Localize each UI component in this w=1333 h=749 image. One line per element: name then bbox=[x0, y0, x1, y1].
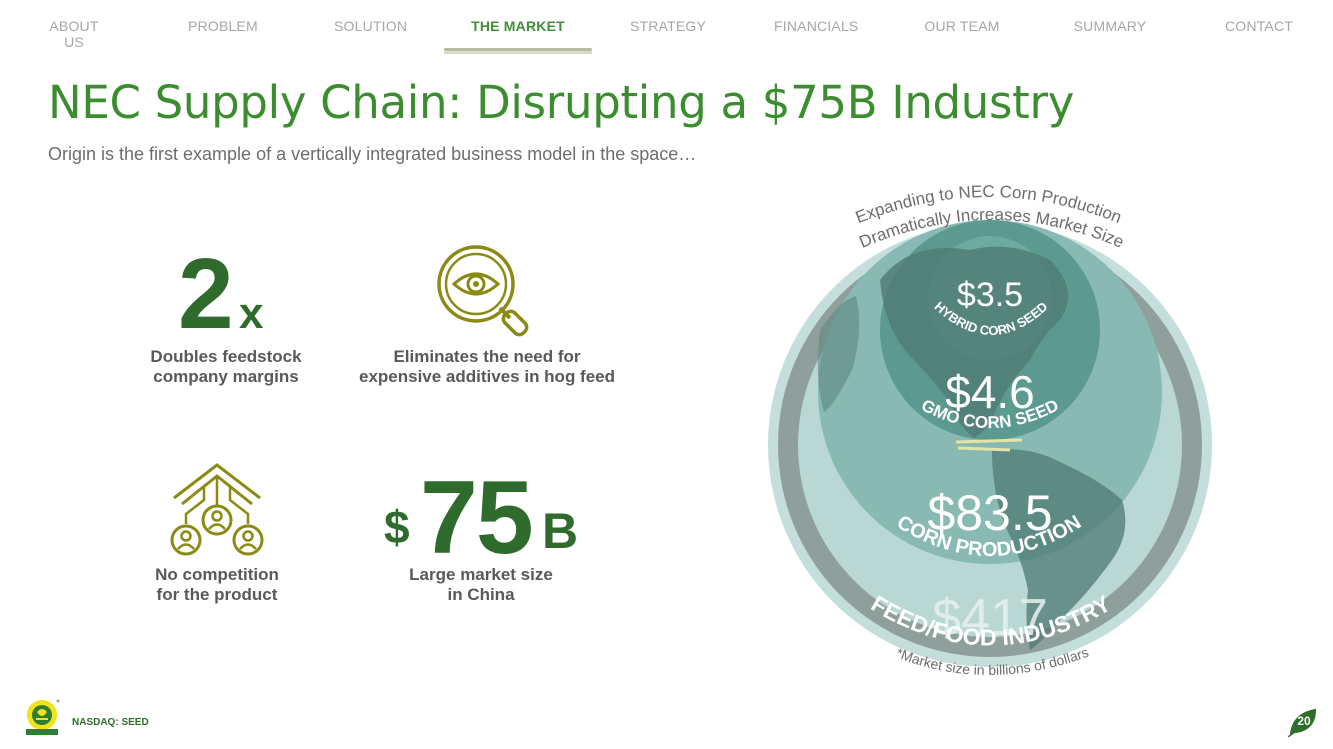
nav-active-indicator bbox=[444, 48, 592, 51]
nav-the-market[interactable]: THE MARKET bbox=[471, 18, 565, 34]
page-subtitle: Origin is the first example of a vertica… bbox=[48, 144, 697, 164]
market-prefix: $ bbox=[384, 501, 410, 553]
nav-problem[interactable]: PROBLEM bbox=[188, 18, 258, 34]
margins-label-line1: Doubles feedstock bbox=[150, 347, 302, 366]
margins-label: Doubles feedstock company margins bbox=[130, 347, 322, 387]
page-title: NEC Supply Chain: Disrupting a $75B Indu… bbox=[48, 76, 1075, 129]
nav-strategy[interactable]: STRATEGY bbox=[630, 18, 707, 34]
market-label-line1: Large market size bbox=[409, 565, 553, 584]
margins-suffix: x bbox=[239, 289, 264, 338]
magnifier-eye-icon bbox=[437, 245, 529, 337]
additives-label-line2: expensive additives in hog feed bbox=[358, 367, 616, 386]
market-size-globe: Expanding to NEC Corn Production Dramati… bbox=[768, 182, 1212, 678]
competition-label: No competition for the product bbox=[120, 565, 314, 605]
nasdaq-ticker: NASDAQ: SEED bbox=[72, 717, 149, 728]
nav-active-shadow bbox=[444, 51, 592, 54]
top-nav: ABOUT US PROBLEM SOLUTION THE MARKET STR… bbox=[0, 0, 1333, 54]
market-big-number: 75 bbox=[420, 460, 534, 576]
leaf-page-badge-icon bbox=[1288, 708, 1317, 737]
nav-our-team[interactable]: OUR TEAM bbox=[924, 18, 1000, 34]
network-people-icon bbox=[170, 463, 264, 556]
south-america-shape bbox=[992, 449, 1126, 650]
market-suffix: B bbox=[542, 503, 579, 559]
gmo-value: $4.6 bbox=[945, 366, 1035, 418]
page-number: 20 bbox=[1297, 714, 1311, 728]
nav-about-us[interactable]: ABOUT US bbox=[49, 18, 99, 50]
nav-solution[interactable]: SOLUTION bbox=[334, 18, 408, 34]
market-label: Large market size in China bbox=[380, 565, 582, 605]
additives-label: Eliminates the need for expensive additi… bbox=[342, 347, 632, 387]
competition-label-line2: for the product bbox=[156, 585, 278, 604]
asia-edge-shape bbox=[817, 296, 860, 412]
competition-label-line1: No competition bbox=[155, 565, 279, 584]
feed-food-value: $417 bbox=[932, 589, 1048, 647]
additives-label-line1: Eliminates the need for bbox=[393, 347, 581, 366]
north-america-shape bbox=[880, 246, 1068, 438]
corn-production-value: $83.5 bbox=[927, 485, 1052, 541]
equator-highlight bbox=[955, 438, 1023, 452]
margins-big-number: 2 bbox=[178, 238, 234, 350]
market-label-line2: in China bbox=[447, 585, 515, 604]
hybrid-value: $3.5 bbox=[957, 276, 1023, 314]
nav-financials[interactable]: FINANCIALS bbox=[774, 18, 859, 34]
nav-summary[interactable]: SUMMARY bbox=[1073, 18, 1147, 34]
margins-label-line2: company margins bbox=[153, 367, 299, 386]
nav-contact[interactable]: CONTACT bbox=[1224, 18, 1294, 34]
company-logo-icon bbox=[26, 699, 60, 735]
